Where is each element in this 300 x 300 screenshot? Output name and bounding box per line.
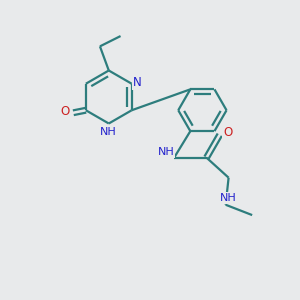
Text: NH: NH (100, 127, 117, 137)
Text: O: O (60, 105, 70, 118)
Text: N: N (133, 76, 141, 89)
Text: NH: NH (158, 147, 174, 158)
Text: O: O (224, 126, 232, 139)
Text: NH: NH (220, 193, 236, 203)
